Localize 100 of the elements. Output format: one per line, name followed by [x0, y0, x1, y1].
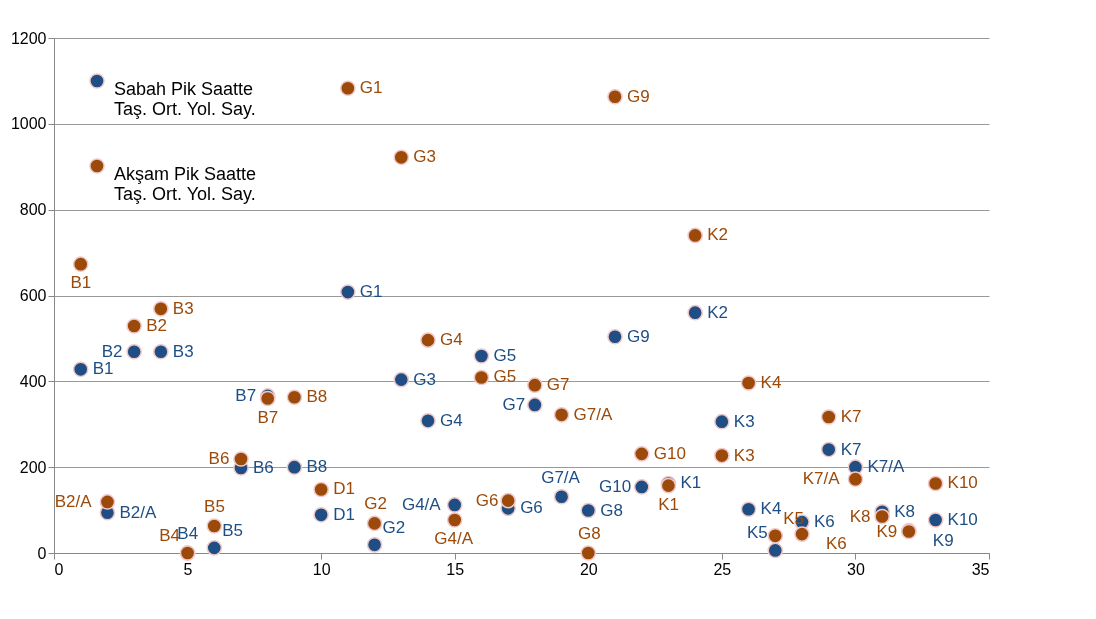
data-label: G9 [627, 326, 650, 346]
data-label: B1 [92, 359, 114, 379]
data-label: G7/A [541, 467, 581, 487]
point [340, 80, 356, 97]
point [580, 502, 597, 519]
data-label: G10 [599, 476, 632, 496]
data-label: B7 [257, 407, 279, 427]
point [126, 343, 142, 360]
data-label: K7 [840, 406, 862, 426]
data-label: B7 [235, 385, 257, 405]
point [126, 318, 142, 334]
data-label: K7/A [867, 457, 905, 477]
y-tick-label: 1000 [10, 115, 47, 133]
data-label: B3 [172, 298, 194, 318]
point [714, 447, 730, 464]
data-label: D1 [333, 504, 355, 524]
legend-label: Sabah Pik Saatte Taş. Ort. Yol. Say. [114, 79, 256, 119]
point [153, 343, 169, 360]
point [393, 371, 410, 388]
point [313, 481, 329, 498]
data-label: G1 [359, 282, 383, 302]
data-label: K3 [733, 411, 755, 431]
data-label: K7/A [802, 469, 841, 489]
x-tick-label: 30 [847, 560, 865, 578]
point [767, 528, 784, 544]
point [72, 361, 89, 378]
x-tick-label: 20 [579, 560, 598, 578]
data-label: K5 [746, 523, 768, 543]
x-tick-label: 0 [54, 560, 64, 578]
x-tick-label: 25 [713, 560, 732, 578]
data-label: K6 [814, 512, 835, 532]
point [633, 446, 650, 462]
data-label: B8 [306, 387, 328, 407]
data-label: K5 [783, 508, 805, 528]
data-label: D1 [333, 479, 355, 499]
x-tick-label: 15 [446, 560, 465, 578]
point [820, 409, 837, 425]
data-label: G7 [546, 375, 570, 395]
point [366, 537, 383, 553]
point [580, 545, 597, 561]
x-tick-label: 35 [971, 560, 990, 578]
data-label: G4 [440, 410, 463, 430]
data-label: G7 [502, 394, 526, 414]
data-label: G3 [413, 369, 436, 389]
data-label: K4 [760, 373, 782, 393]
point [527, 377, 543, 393]
data-label: G3 [413, 147, 436, 167]
y-tick-label: 400 [19, 372, 47, 390]
point [633, 479, 650, 495]
point [473, 348, 490, 364]
point [393, 149, 410, 166]
point [847, 471, 864, 487]
point [607, 88, 623, 105]
data-label: G2 [364, 494, 388, 514]
point [366, 515, 383, 532]
point [420, 413, 436, 429]
point [313, 507, 329, 523]
point [446, 497, 463, 513]
data-label: G6 [520, 498, 543, 518]
point [286, 459, 303, 475]
data-label: B5 [204, 496, 225, 516]
x-tick-label: 10 [312, 560, 331, 578]
point [767, 542, 784, 559]
point [927, 512, 944, 528]
y-tick-label: 0 [37, 544, 47, 562]
point [740, 501, 757, 518]
data-label: K1 [658, 494, 680, 514]
point [820, 441, 837, 458]
data-label: G10 [653, 443, 686, 463]
y-tick-label: 800 [19, 201, 47, 219]
data-label: K7 [840, 439, 862, 459]
point [153, 301, 169, 317]
data-label: K2 [707, 302, 728, 322]
data-label: G4/A [434, 528, 474, 548]
point [553, 488, 570, 505]
data-label: B2 [146, 315, 167, 335]
point [927, 475, 944, 492]
legend-label: Akşam Pik Saatte Taş. Ort. Yol. Say. [114, 164, 257, 204]
point [500, 492, 516, 509]
point [446, 512, 463, 528]
data-label: K9 [932, 530, 954, 550]
point [794, 526, 810, 542]
data-label: B6 [208, 449, 230, 469]
data-label: K8 [849, 506, 871, 526]
point [687, 227, 703, 244]
y-tick-label: 1200 [10, 29, 47, 47]
point [553, 407, 570, 423]
point [233, 451, 249, 467]
data-label: B4 [177, 524, 199, 543]
data-label: G2 [382, 517, 406, 537]
point [99, 494, 116, 510]
data-label: G4/A [401, 494, 442, 514]
data-label: K9 [876, 521, 898, 541]
data-label: B1 [70, 273, 92, 293]
data-label: B8 [306, 457, 328, 477]
data-label: B3 [172, 341, 194, 361]
data-label: B6 [253, 458, 274, 478]
point [286, 389, 303, 406]
data-label: G7/A [573, 404, 613, 424]
data-label: K2 [707, 225, 728, 245]
